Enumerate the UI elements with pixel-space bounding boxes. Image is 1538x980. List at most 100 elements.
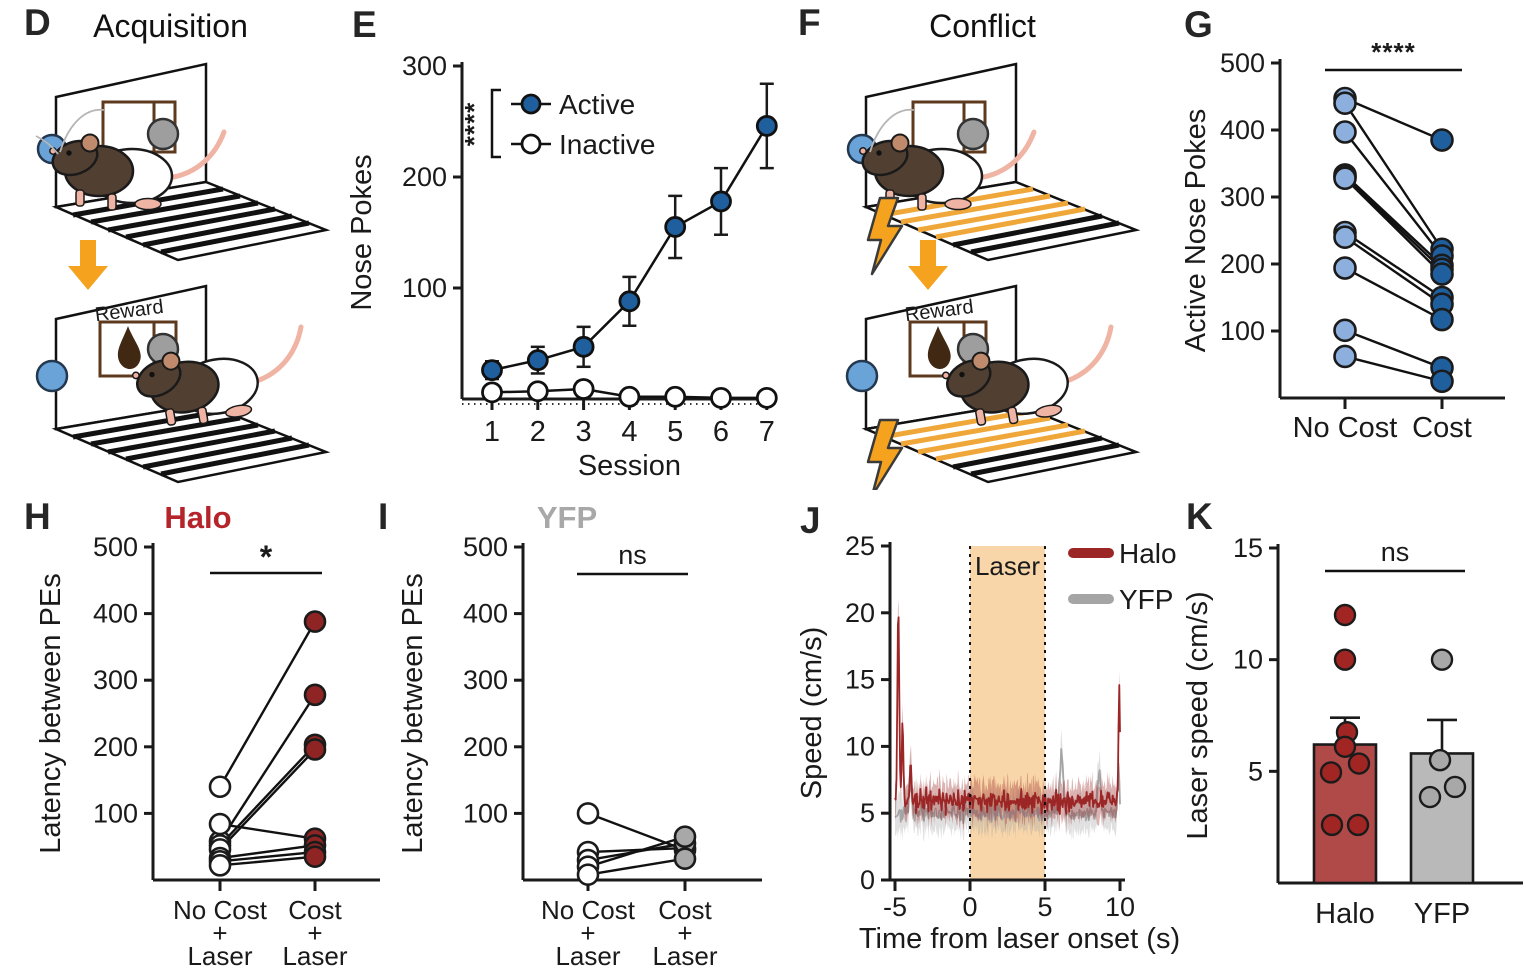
- data-point: [664, 216, 687, 238]
- data-point: [481, 359, 503, 382]
- rat-tail: [975, 129, 1037, 181]
- legend-label: Active: [559, 89, 635, 120]
- x-tick-label: 6: [713, 416, 729, 448]
- data-point: [1333, 91, 1357, 115]
- panel-d-title: Acquisition: [93, 8, 248, 44]
- y-axis-label: Active Nose Pokes: [1180, 109, 1212, 352]
- data-point: [1333, 256, 1357, 280]
- y-tick-label: 10: [845, 731, 875, 761]
- y-tick-label: 300: [402, 51, 447, 81]
- points-right: [1430, 128, 1454, 394]
- x-tick-label: 5: [667, 416, 683, 448]
- pair-line: [1344, 329, 1443, 369]
- shock-bolt-icon: [866, 196, 904, 276]
- pair-line: [1344, 176, 1443, 271]
- rat-hindfoot: [1035, 404, 1063, 418]
- significance-marker: ns: [1381, 537, 1410, 567]
- series-inactive: [481, 378, 778, 409]
- panel-letter-e: E: [352, 4, 377, 45]
- y-tick-label: 100: [93, 798, 138, 828]
- pair-line: [219, 748, 316, 851]
- data-point: [1333, 166, 1357, 191]
- acquisition-scene-reward: Reward: [35, 284, 331, 484]
- data-point: [1333, 603, 1357, 627]
- category-label: Cost + Laser: [652, 895, 717, 971]
- data-point: [1347, 752, 1371, 775]
- data-point: [1333, 344, 1357, 369]
- category-label: Cost: [1412, 412, 1472, 444]
- pair-line: [218, 620, 317, 788]
- acquisition-scene-poke: [35, 62, 331, 262]
- active-port-icon: [35, 359, 69, 393]
- x-tick-label: 2: [530, 416, 546, 448]
- data-point: [755, 115, 778, 137]
- category-label: Cost + Laser: [282, 895, 347, 971]
- y-tick-label: 400: [93, 599, 138, 629]
- data-point: [572, 378, 595, 400]
- y-tick-label: 200: [1220, 249, 1265, 279]
- pair-line: [1344, 355, 1443, 383]
- data-point: [1333, 120, 1357, 144]
- y-axis-label: Laser speed (cm/s): [1182, 591, 1214, 839]
- floor-rods-shock: [882, 408, 1120, 477]
- x-axis-label: Session: [578, 450, 681, 482]
- panel-letter-f: F: [798, 2, 821, 43]
- y-tick-label: 500: [463, 532, 508, 562]
- pair-line: [219, 844, 316, 860]
- panel-letter-i: I: [378, 496, 389, 537]
- data-point: [755, 386, 778, 409]
- panel-i-title: YFP: [536, 500, 598, 535]
- legend-marker: [520, 133, 542, 155]
- legend-label: Inactive: [559, 129, 656, 160]
- data-point: [208, 854, 232, 877]
- rat-eye: [66, 150, 72, 156]
- data-point: [673, 825, 697, 849]
- rat-foreleg: [975, 408, 987, 426]
- data-point: [303, 738, 327, 761]
- pair-line: [219, 855, 316, 867]
- panel-f-title: Conflict: [929, 8, 1036, 44]
- inactive-port-icon: [146, 117, 180, 151]
- category-label: No Cost + Laser: [541, 895, 636, 971]
- rat-tail: [1061, 324, 1114, 385]
- data-point: [1418, 785, 1442, 809]
- data-point: [481, 381, 503, 404]
- data-point: [303, 683, 327, 707]
- category-label: Halo: [1315, 898, 1375, 930]
- data-point: [1333, 225, 1357, 249]
- pair-line: [1344, 131, 1443, 257]
- rat-foreleg: [165, 408, 177, 426]
- data-point: [526, 349, 549, 372]
- data-point: [1443, 775, 1467, 799]
- pair-line: [1344, 266, 1443, 321]
- x-tick-label: 5: [1037, 892, 1052, 922]
- rat-ear: [161, 351, 181, 371]
- significance-marker: ****: [459, 102, 489, 146]
- y-axis-label: Latency between PEs: [35, 573, 67, 854]
- panel-letter-h: H: [24, 496, 51, 537]
- pair-line: [587, 857, 686, 876]
- y-axis-label: Speed (cm/s): [796, 627, 828, 799]
- rat-illustration: [941, 324, 1114, 426]
- rat-illustration: [131, 324, 304, 426]
- data-point: [1333, 318, 1357, 343]
- y-tick-label: 400: [1220, 115, 1265, 145]
- data-point: [618, 385, 641, 408]
- rat-hindfoot: [944, 197, 972, 211]
- laser-label: Laser: [975, 551, 1040, 581]
- yfp-latency-paired-chart: 100 200 300 400 500 Latency between PEs No Cos…: [397, 532, 762, 971]
- y-tick-label: 300: [93, 665, 138, 695]
- pair-line: [587, 846, 686, 854]
- laser-speed-bar-chart: 5 10 15 Laser speed (cm/s) Halo YFP ns: [1182, 533, 1523, 930]
- trace-line-halo: [894, 616, 1121, 816]
- y-tick-label: 5: [1248, 756, 1263, 786]
- significance-marker: ns: [618, 540, 647, 570]
- legend-label: YFP: [1119, 584, 1173, 615]
- inactive-port-icon: [956, 117, 990, 151]
- data-point: [576, 802, 600, 825]
- rat-leg: [1007, 406, 1019, 425]
- data-point: [576, 863, 600, 886]
- pair-line: [219, 743, 316, 847]
- panel-letter-d: D: [24, 2, 51, 43]
